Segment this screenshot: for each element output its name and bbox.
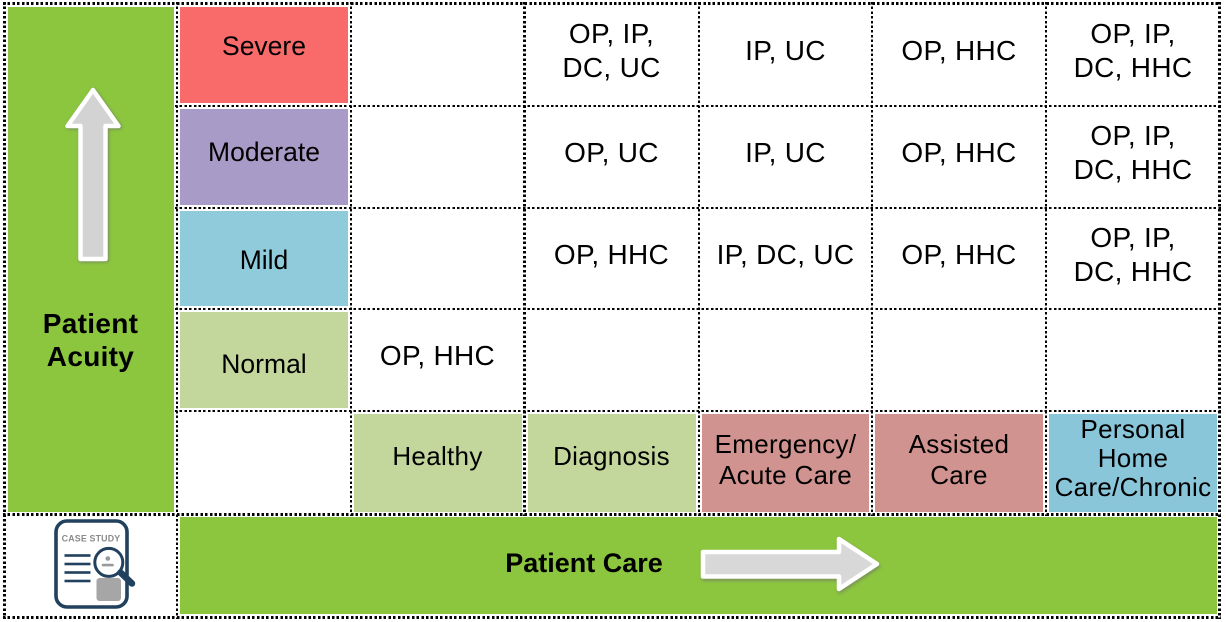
svg-text:CASE STUDY: CASE STUDY: [62, 534, 121, 544]
